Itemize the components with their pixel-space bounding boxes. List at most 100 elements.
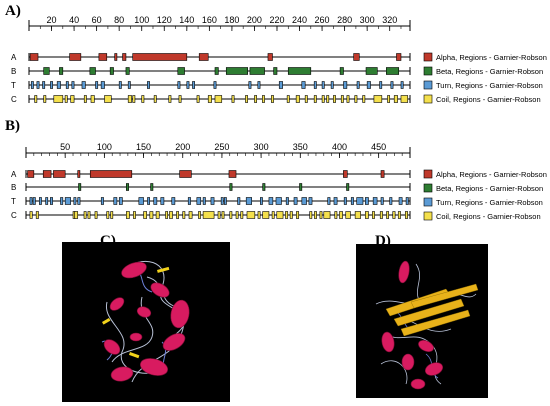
- region-coil: [339, 211, 343, 219]
- region-turn: [275, 197, 282, 205]
- region-coil: [326, 95, 330, 103]
- axis-tick-label: 160: [202, 15, 217, 25]
- track-label-t: T: [11, 197, 16, 206]
- region-turn: [380, 197, 384, 205]
- legend-label-turn: Turn, Regions - Garnier-Robson: [436, 81, 543, 90]
- region-coil: [372, 211, 375, 219]
- region-beta: [214, 67, 219, 75]
- region-turn: [321, 81, 325, 89]
- region-turn: [192, 81, 196, 89]
- region-turn: [100, 197, 104, 205]
- region-coil: [188, 211, 193, 219]
- region-coil: [276, 211, 284, 219]
- region-beta: [225, 67, 248, 75]
- region-coil: [70, 95, 75, 103]
- region-coil: [176, 211, 179, 219]
- region-turn: [257, 81, 261, 89]
- region-beta: [43, 67, 50, 75]
- region-alpha: [353, 53, 360, 61]
- region-coil: [373, 95, 383, 103]
- region-turn: [118, 197, 123, 205]
- axis-tick-label: 100: [134, 15, 149, 25]
- region-coil: [34, 95, 38, 103]
- region-coil: [386, 211, 389, 219]
- region-coil: [304, 95, 308, 103]
- region-beta: [386, 67, 400, 75]
- region-coil: [235, 211, 239, 219]
- axis-tick-label: 300: [254, 142, 269, 152]
- region-beta: [346, 183, 350, 191]
- region-alpha: [122, 53, 127, 61]
- region-coil: [90, 95, 95, 103]
- axis-tick-label: 50: [60, 142, 70, 152]
- region-alpha: [114, 53, 118, 61]
- region-turn: [49, 197, 53, 205]
- region-beta: [59, 67, 64, 75]
- ribbon-model-c: [101, 260, 190, 383]
- region-coil: [246, 211, 256, 219]
- region-coil: [178, 95, 182, 103]
- region-alpha: [380, 170, 385, 178]
- region-coil: [214, 95, 223, 103]
- region-turn: [308, 197, 313, 205]
- region-turn: [213, 81, 217, 89]
- region-alpha: [53, 170, 66, 178]
- axis-tick-label: 280: [337, 15, 352, 25]
- axis-tick-label: 100: [97, 142, 112, 152]
- region-turn: [327, 197, 331, 205]
- region-coil: [309, 211, 313, 219]
- region-coil: [404, 211, 408, 219]
- track-label-t: T: [11, 81, 16, 90]
- axis-tick-label: 200: [247, 15, 262, 25]
- region-turn: [202, 197, 206, 205]
- region-turn: [187, 197, 191, 205]
- region-coil: [319, 211, 323, 219]
- region-coil: [400, 95, 409, 103]
- region-turn: [50, 81, 53, 89]
- region-coil: [393, 95, 398, 103]
- region-turn: [223, 197, 227, 205]
- region-coil: [313, 95, 317, 103]
- protein-structure-image-c: [62, 242, 230, 402]
- region-turn: [248, 81, 252, 89]
- region-coil: [149, 211, 154, 219]
- axis-tick-label: 150: [136, 142, 151, 152]
- track-label-b: B: [11, 183, 16, 192]
- region-coil: [334, 211, 338, 219]
- axis-tick-label: 320: [382, 15, 397, 25]
- region-turn: [60, 197, 64, 205]
- region-turn: [186, 81, 190, 89]
- axis-tick-label: 200: [175, 142, 190, 152]
- region-coil: [346, 95, 350, 103]
- region-turn: [39, 197, 42, 205]
- region-coil: [295, 95, 300, 103]
- region-turn: [301, 81, 306, 89]
- track-label-c: C: [11, 95, 17, 104]
- region-turn: [171, 197, 176, 205]
- region-coil: [74, 211, 79, 219]
- region-turn: [400, 81, 404, 89]
- track-label-a: A: [11, 53, 17, 62]
- region-turn: [390, 81, 394, 89]
- region-coil: [271, 95, 274, 103]
- axis-tick-label: 260: [315, 15, 330, 25]
- track-label-a: A: [11, 170, 17, 179]
- region-turn: [301, 197, 307, 205]
- region-coil: [296, 211, 300, 219]
- region-coil: [345, 211, 351, 219]
- axis-tick-label: 400: [332, 142, 347, 152]
- region-coil: [53, 95, 64, 103]
- region-turn: [77, 197, 81, 205]
- axis-tick-label: 140: [179, 15, 194, 25]
- region-coil: [397, 211, 401, 219]
- secondary-structure-tracks: 20 40 60 80 100 120 140 160 180 200 220 240 260 280 30…: [11, 15, 547, 221]
- region-turn: [147, 81, 150, 89]
- region-alpha: [29, 53, 39, 61]
- region-turn: [118, 81, 122, 89]
- region-beta: [273, 67, 278, 75]
- axis-tick-label: 80: [114, 15, 124, 25]
- region-coil: [340, 95, 344, 103]
- region-coil: [217, 211, 221, 219]
- region-turn: [160, 197, 165, 205]
- region-coil: [198, 211, 201, 219]
